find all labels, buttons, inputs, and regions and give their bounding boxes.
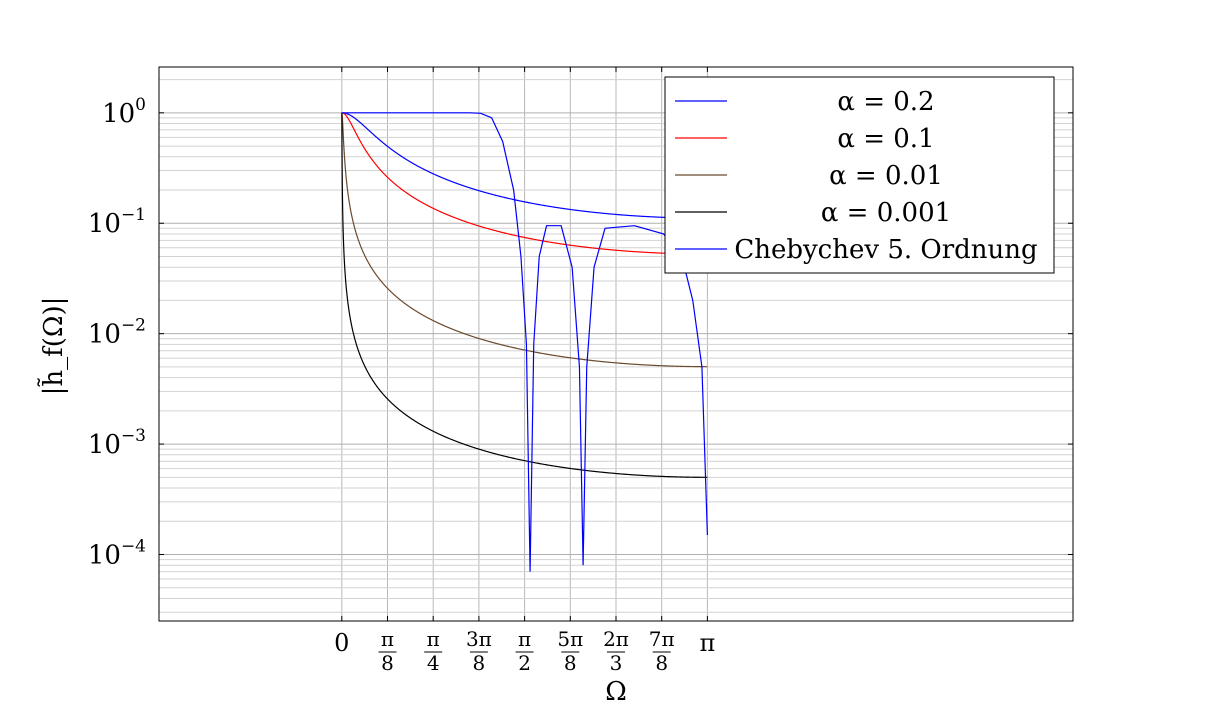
x-tick-label: π	[700, 629, 716, 657]
y-tick-label: 10−3	[88, 426, 146, 460]
x-tick-label-numerator: 7π	[649, 627, 675, 651]
x-axis-label: Ω	[605, 677, 627, 707]
x-tick-label-numerator: 2π	[603, 627, 629, 651]
legend-label: α = 0.2	[837, 87, 934, 117]
y-tick-labels: 100 10−1 10−2 10−3 10−4	[88, 95, 1073, 571]
series-line-1	[341, 112, 708, 219]
y-axis-label: |h̃_f(Ω)|	[37, 297, 69, 396]
y-tick-label: 10−1	[88, 205, 146, 239]
y-tick-label: 10−4	[88, 537, 146, 571]
legend-label: α = 0.001	[821, 198, 951, 228]
y-tick-label: 100	[102, 95, 146, 129]
legend-label: α = 0.01	[829, 161, 943, 191]
x-tick-label-numerator: π	[518, 627, 531, 651]
legend-label: α = 0.1	[837, 124, 934, 154]
legend-label: Chebychev 5. Ordnung	[734, 235, 1037, 265]
y-axis-label-text: |h̃_f(Ω)|	[37, 297, 69, 396]
x-tick-label-denominator: 4	[427, 651, 440, 675]
x-tick-label-denominator: 3	[610, 651, 623, 675]
x-tick-label-denominator: 2	[518, 651, 531, 675]
legend-box	[664, 76, 1055, 274]
series-line-4	[341, 112, 708, 478]
legend: α = 0.2 α = 0.1 α = 0.01 α = 0.001 Chebychev…	[664, 76, 1055, 274]
y-tick-label: 10−2	[88, 316, 146, 350]
x-tick-label-denominator: 8	[473, 651, 486, 675]
x-tick-label-numerator: π	[381, 627, 394, 651]
x-tick-label-denominator: 8	[655, 651, 668, 675]
series-line-2	[341, 112, 708, 255]
x-tick-label: 0	[334, 629, 349, 657]
series-lines	[341, 112, 708, 572]
series-line-5	[341, 112, 708, 572]
x-tick-label-numerator: 5π	[557, 627, 583, 651]
x-tick-label-numerator: 3π	[466, 627, 492, 651]
x-tick-label-numerator: π	[427, 627, 440, 651]
x-tick-label-denominator: 8	[381, 651, 394, 675]
x-tick-label-denominator: 8	[564, 651, 577, 675]
